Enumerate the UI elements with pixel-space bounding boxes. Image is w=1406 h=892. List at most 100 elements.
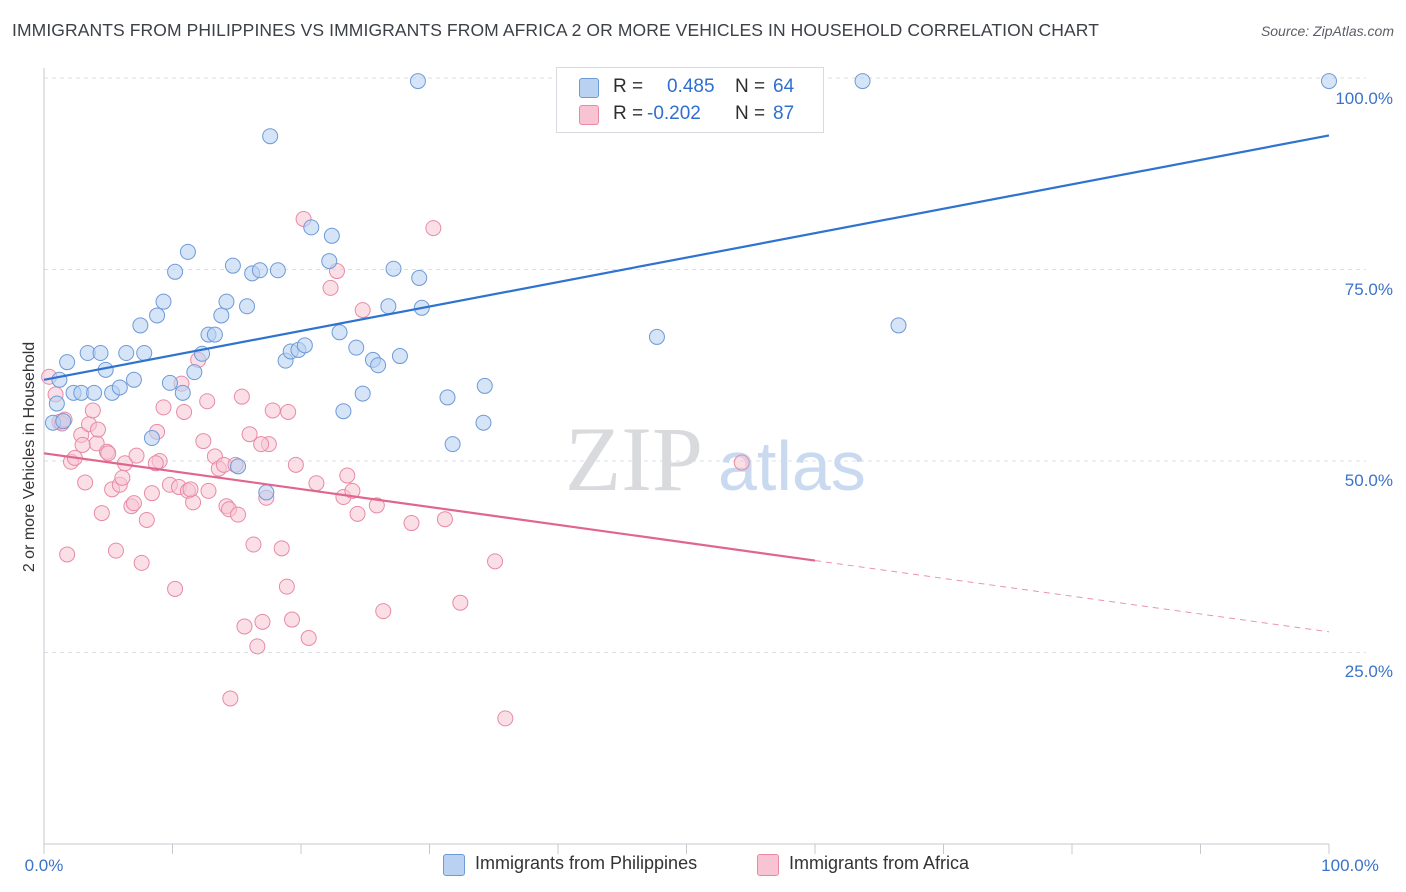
africa-point [59, 546, 76, 563]
africa-point [176, 403, 193, 420]
y-tick-label: 25.0% [1345, 662, 1393, 681]
philippines-point [251, 262, 268, 279]
africa-point [93, 505, 110, 522]
africa-point [128, 447, 145, 464]
philippines-point [476, 377, 493, 394]
y-tick-label: 100.0% [1335, 89, 1393, 108]
philippines-point [890, 317, 907, 334]
africa-point [100, 445, 117, 462]
africa-point [249, 638, 266, 655]
africa-point [182, 481, 199, 498]
philippines-point [48, 395, 65, 412]
africa-point [222, 690, 239, 707]
africa-point [375, 603, 392, 620]
africa-point [300, 629, 317, 646]
africa-point [280, 403, 297, 420]
africa-swatch [757, 854, 779, 876]
n-value: 87 [773, 103, 795, 124]
africa-point [195, 433, 212, 450]
africa-point [733, 454, 750, 471]
africa-point [84, 402, 101, 419]
philippines-point [224, 257, 241, 274]
africa-point [254, 613, 271, 630]
africa-point [487, 553, 504, 570]
philippines-point [323, 227, 340, 244]
source-credit: Source: ZipAtlas.com [1260, 23, 1394, 39]
africa-trend-extension [814, 560, 1330, 633]
philippines-point [321, 253, 338, 270]
africa-point [114, 469, 131, 486]
n-label: N = [735, 103, 766, 124]
philippines-point [854, 73, 871, 90]
philippines-point [59, 354, 76, 371]
africa-point [284, 611, 301, 628]
philippines-point [409, 73, 426, 90]
correlation-legend: R = 0.485 N = 64 R = -0.202 N = 87 [556, 67, 824, 133]
n-value: 64 [773, 76, 795, 97]
africa-point [230, 506, 247, 523]
philippines-point [648, 328, 665, 345]
trend-lines [43, 134, 1330, 633]
philippines-point [161, 374, 178, 391]
africa-swatch [579, 105, 599, 125]
philippines-point [218, 293, 235, 310]
watermark-zip: ZIP [565, 408, 703, 510]
x-tick-label: 0.0% [25, 856, 64, 875]
philippines-point [269, 262, 286, 279]
philippines-point [439, 389, 456, 406]
africa-point [245, 536, 262, 553]
philippines-point [143, 430, 160, 447]
philippines-swatch [579, 78, 599, 98]
africa-point [436, 511, 453, 528]
africa-point [278, 578, 295, 595]
philippines-point [335, 403, 352, 420]
africa-point [138, 511, 155, 528]
philippines-legend-label: Immigrants from Philippines [475, 853, 698, 873]
philippines-point [385, 260, 402, 277]
philippines-points [44, 73, 1337, 501]
r-label: R = [613, 103, 644, 124]
africa-trend-line [43, 452, 816, 562]
philippines-point [92, 344, 109, 361]
africa-point [264, 402, 281, 419]
philippines-point [179, 243, 196, 260]
tick-labels: 25.0% 50.0% 75.0% 100.0% 0.0% 100.0% [25, 89, 1393, 875]
philippines-point [262, 128, 279, 145]
africa-legend-label: Immigrants from Africa [789, 853, 970, 873]
philippines-point [258, 484, 275, 501]
africa-point [452, 594, 469, 611]
africa-point [241, 426, 258, 443]
africa-point [403, 515, 420, 532]
philippines-point [303, 219, 320, 236]
grid-lines [44, 77, 1366, 653]
philippines-point [186, 364, 203, 381]
africa-point [236, 618, 253, 635]
axes [43, 68, 1330, 854]
y-axis-label: 2 or more Vehicles in Household [21, 342, 38, 572]
philippines-point [111, 379, 128, 396]
philippines-point [296, 337, 313, 354]
africa-point [74, 436, 91, 453]
africa-point [273, 540, 290, 557]
philippines-point [230, 458, 247, 475]
africa-point [253, 436, 270, 453]
africa-point [339, 467, 356, 484]
philippines-point [1321, 73, 1337, 90]
philippines-point [118, 344, 135, 361]
africa-point [200, 482, 217, 499]
philippines-point [475, 414, 492, 431]
philippines-point [55, 413, 72, 430]
philippines-point [239, 298, 256, 315]
philippines-point [149, 307, 166, 324]
philippines-point [331, 324, 348, 341]
africa-point [77, 474, 94, 491]
africa-point [147, 455, 164, 472]
philippines-point [370, 357, 387, 374]
africa-point [425, 220, 442, 237]
philippines-point [391, 348, 408, 365]
africa-point [89, 421, 106, 438]
philippines-point [174, 384, 191, 401]
africa-point [368, 497, 385, 514]
philippines-point [155, 293, 172, 310]
watermark: ZIP atlas [565, 408, 866, 510]
